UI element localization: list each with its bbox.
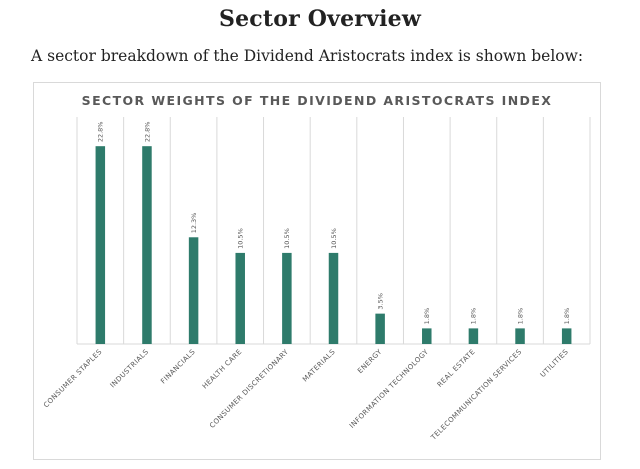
bar-real-estate xyxy=(468,328,479,344)
category-label: HEALTH CARE xyxy=(201,348,244,391)
category-label: INFORMATION TECHNOLOGY xyxy=(348,348,430,430)
data-label: 22.8% xyxy=(97,122,105,143)
category-label: UTILITIES xyxy=(539,348,570,379)
bar-utilities xyxy=(561,328,572,344)
bar-telecommunication-services xyxy=(515,328,525,344)
bar-energy xyxy=(375,313,385,344)
bar-consumer-discretionary xyxy=(282,252,292,344)
category-label: ENERGY xyxy=(356,348,384,376)
bar-materials xyxy=(328,252,339,344)
data-label: 10.5% xyxy=(237,228,245,249)
data-label: 12.3% xyxy=(190,213,198,234)
bar-consumer-staples xyxy=(95,146,106,344)
data-label: 1.8% xyxy=(516,308,524,325)
category-label: REAL ESTATE xyxy=(436,348,477,389)
chart-title: SECTOR WEIGHTS OF THE DIVIDEND ARISTOCRA… xyxy=(82,93,553,108)
data-label: 3.5% xyxy=(376,293,384,310)
data-label: 10.5% xyxy=(283,228,291,249)
bar-health-care xyxy=(235,252,245,344)
bar-industrials xyxy=(142,146,152,344)
category-label: MATERIALS xyxy=(301,348,337,384)
data-label: 22.8% xyxy=(143,122,151,143)
category-label: CONSUMER STAPLES xyxy=(42,348,104,410)
intro-text: A sector breakdown of the Dividend Arist… xyxy=(31,47,584,65)
data-label: 1.8% xyxy=(423,308,431,325)
page-heading: Sector Overview xyxy=(219,6,421,32)
bar-financials xyxy=(188,237,199,344)
data-label: 1.8% xyxy=(470,308,478,325)
bar-information-technology xyxy=(422,328,432,344)
category-label: CONSUMER DISCRETIONARY xyxy=(208,348,290,430)
chart-labels: 22.8% CONSUMER STAPLES 22.8% INDUSTRIALS 12.… xyxy=(42,122,571,443)
category-label: FINANCIALS xyxy=(159,348,197,386)
sector-weights-chart: SECTOR WEIGHTS OF THE DIVIDEND ARISTOCRA… xyxy=(33,82,601,460)
data-label: 10.5% xyxy=(330,228,338,249)
category-label: INDUSTRIALS xyxy=(109,348,151,390)
category-label: TELECOMMUNICATION SERVICES xyxy=(429,348,524,443)
chart-svg: SECTOR WEIGHTS OF THE DIVIDEND ARISTOCRA… xyxy=(42,93,591,443)
data-label: 1.8% xyxy=(563,308,571,325)
chart-bars xyxy=(95,146,572,344)
